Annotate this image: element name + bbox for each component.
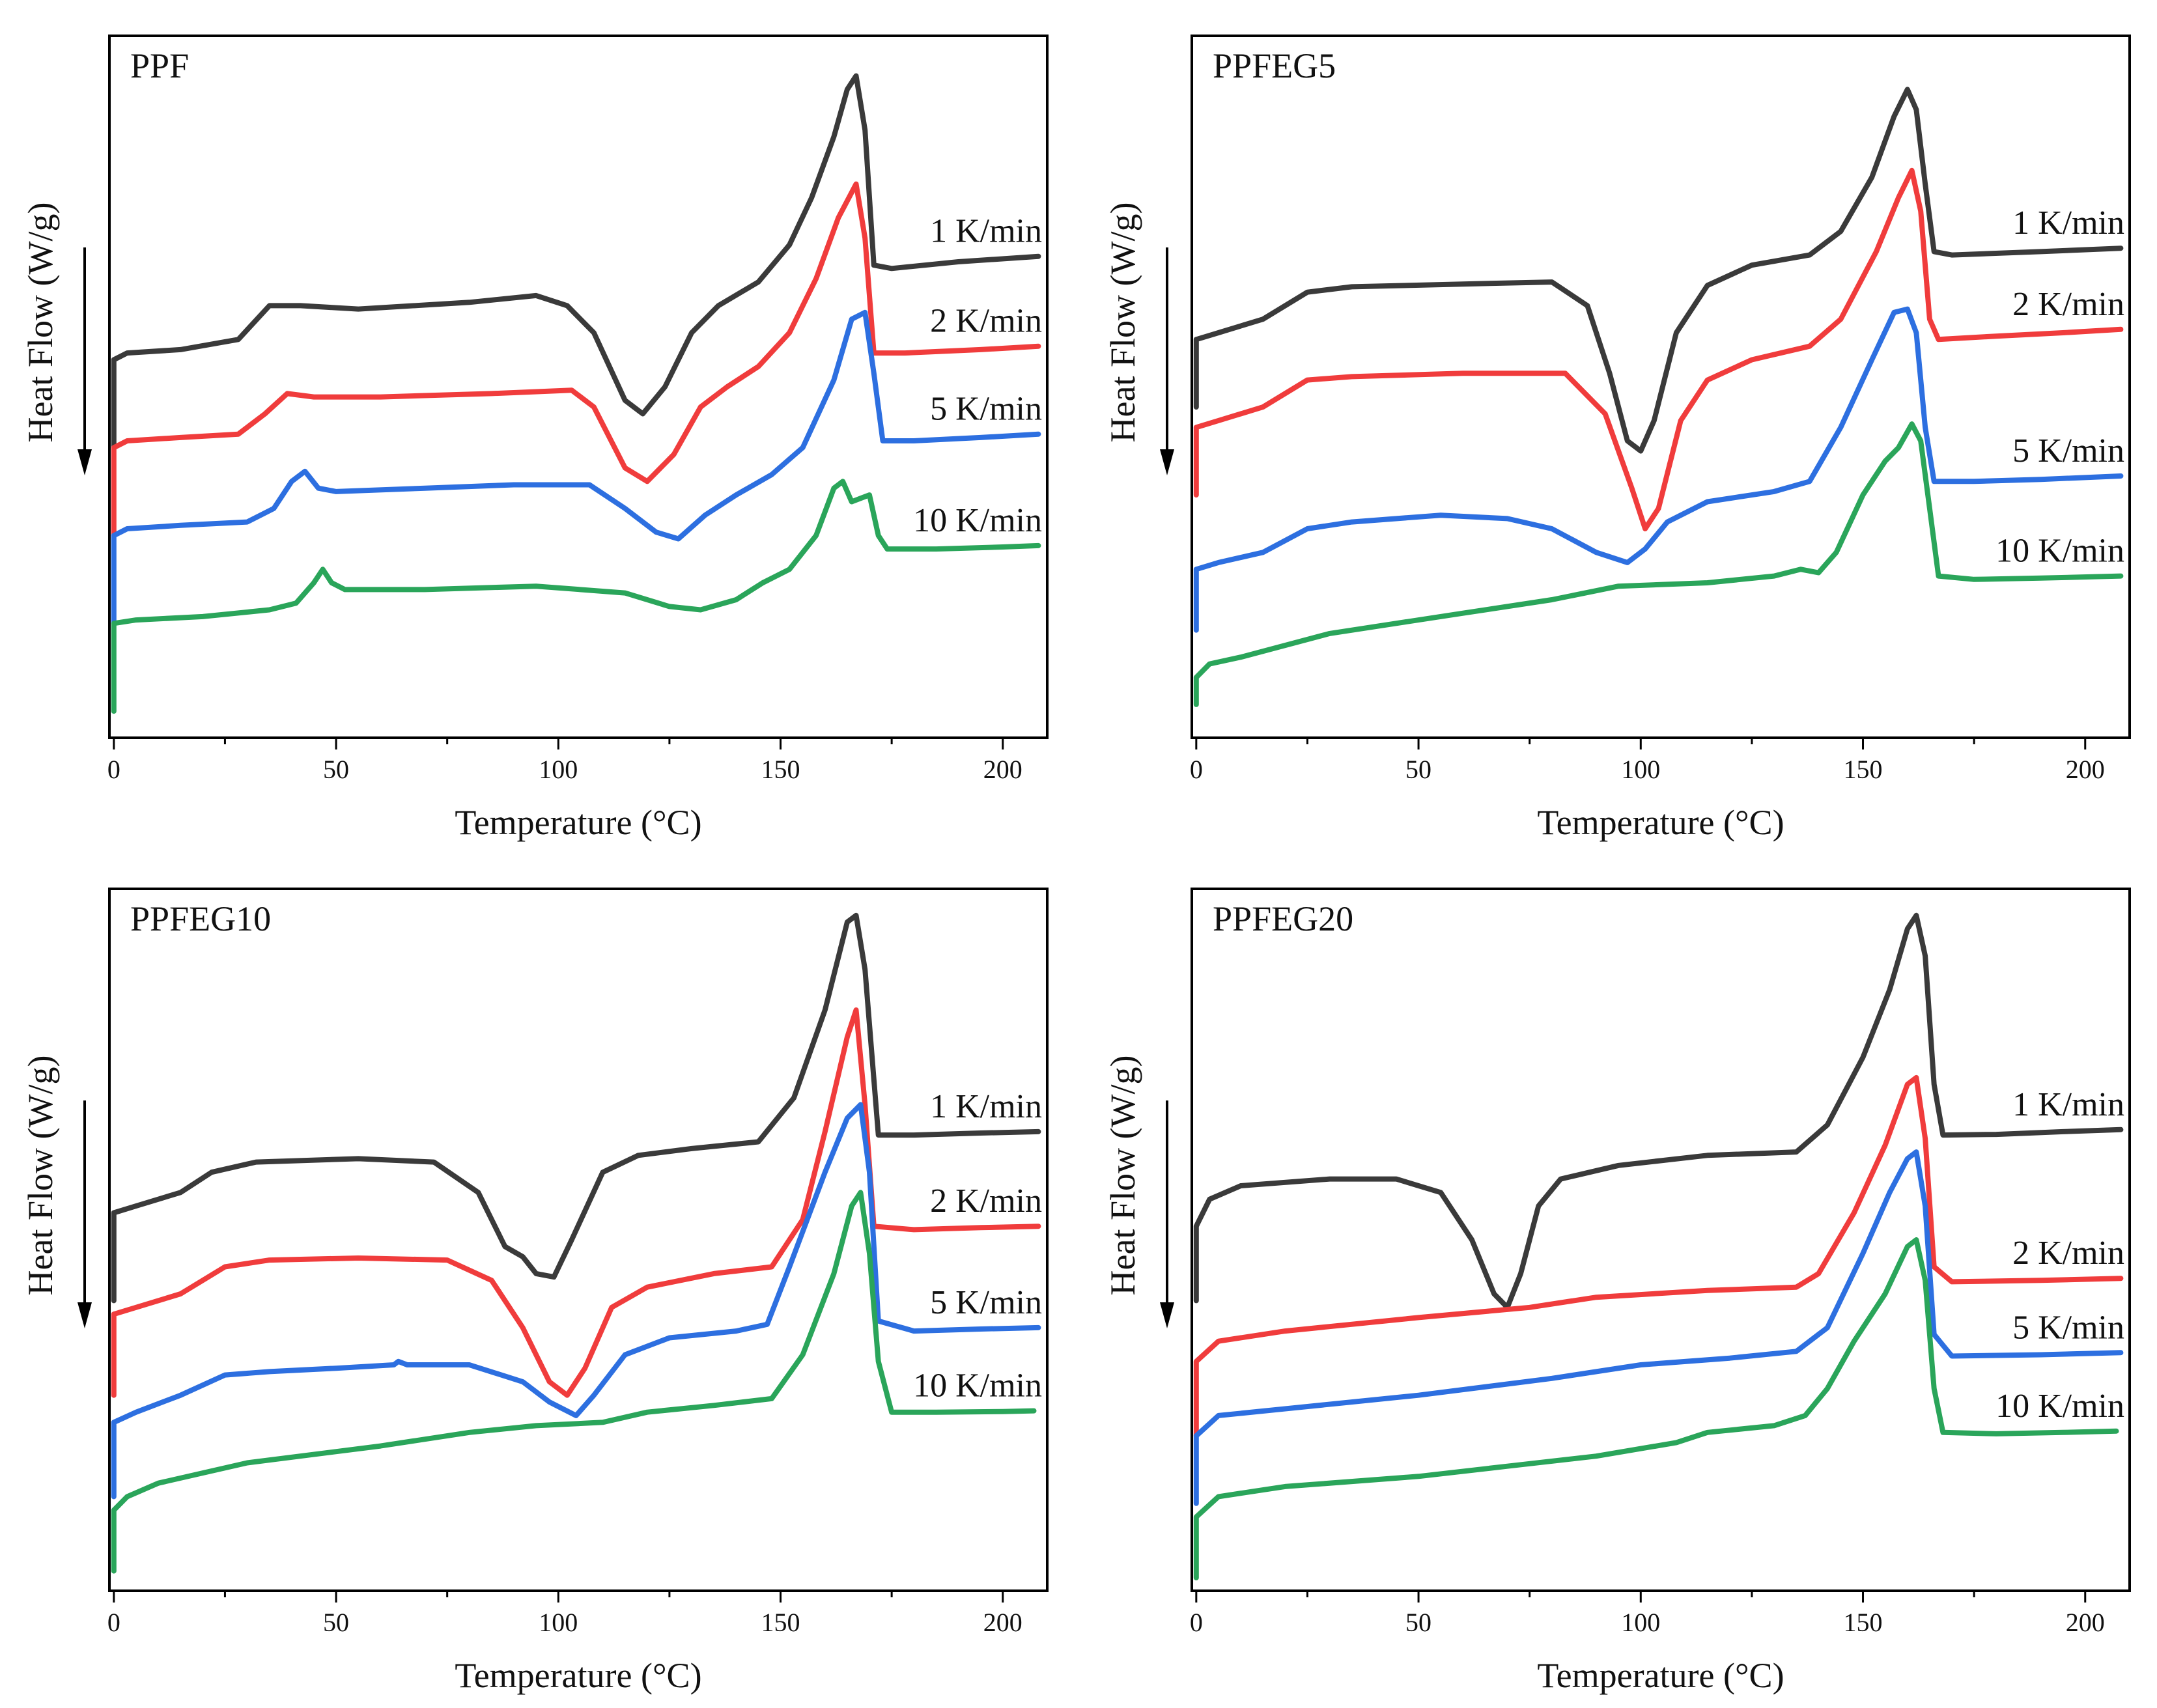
x-tick-label: 50 (323, 755, 349, 784)
series-label-10-k-min: 10 K/min (1995, 1388, 2124, 1425)
series-label-2-k-min: 2 K/min (930, 303, 1042, 340)
series-label-5-k-min: 5 K/min (930, 391, 1042, 428)
x-tick-label: 0 (107, 755, 120, 784)
x-tick-label: 0 (1190, 755, 1203, 784)
x-tick-label: 100 (539, 755, 578, 784)
x-tick-label: 100 (539, 1608, 578, 1637)
panel-title: PPFEG10 (130, 899, 271, 938)
x-tick-label: 150 (1844, 1608, 1883, 1637)
series-label-1-k-min: 1 K/min (930, 213, 1042, 250)
series-line-10-k-min (111, 1190, 1037, 1574)
x-tick-label: 200 (983, 755, 1022, 784)
series-label-2-k-min: 2 K/min (2012, 1235, 2124, 1272)
series-line-10-k-min (1193, 421, 2124, 707)
panel-ppfeg10: 0 50 100 150 200 Temperature (°C) Heat Flow (W… (21, 888, 1049, 1695)
series-label-1-k-min: 1 K/min (930, 1088, 1042, 1125)
series-line-5-k-min (1193, 306, 2124, 633)
series-label-10-k-min: 10 K/min (913, 502, 1042, 539)
series-label-10-k-min: 10 K/min (1995, 533, 2124, 570)
series-line-5-k-min (1193, 1149, 2124, 1506)
x-tick-label: 100 (1621, 755, 1660, 784)
series-label-5-k-min: 5 K/min (2012, 1309, 2124, 1346)
panel-ppf: 0 50 100 150 200 Temperature (°C) Heat Flow (W… (21, 35, 1049, 842)
x-axis-label: Temperature (°C) (1537, 803, 1784, 842)
x-axis-label: Temperature (°C) (455, 1656, 701, 1695)
x-tick-label: 50 (1405, 1608, 1431, 1637)
plot-frame (108, 35, 1049, 739)
series-label-1-k-min: 1 K/min (2012, 204, 2124, 242)
series-line-1-k-min (111, 912, 1041, 1304)
series-line-1-k-min (1193, 87, 2124, 454)
x-tick-label: 100 (1621, 1608, 1660, 1637)
series-line-5-k-min (111, 309, 1041, 626)
series-label-10-k-min: 10 K/min (913, 1367, 1042, 1405)
x-tick-label: 50 (1405, 755, 1431, 784)
x-axis-label: Temperature (°C) (455, 803, 701, 842)
series-line-1-k-min (111, 73, 1041, 451)
panel-ppfeg5: 0 50 100 150 200 Temperature (°C) Heat Flow (W… (1103, 35, 2131, 842)
panel-title: PPFEG20 (1213, 899, 1353, 938)
y-axis-label: Heat Flow (W/g) (1103, 203, 1142, 443)
x-tick-label: 200 (983, 1608, 1022, 1637)
x-tick-label: 0 (1190, 1608, 1203, 1637)
series-label-2-k-min: 2 K/min (930, 1183, 1042, 1220)
x-tick-label: 150 (1844, 755, 1883, 784)
plot-frame (1191, 35, 2131, 739)
x-tick-label: 150 (761, 1608, 800, 1637)
panel-title: PPFEG5 (1213, 46, 1336, 85)
series-line-2-k-min (111, 1007, 1041, 1398)
series-line-10-k-min (111, 479, 1041, 714)
arrowhead-icon (78, 1302, 92, 1328)
x-tick-label: 150 (761, 755, 800, 784)
y-axis-label: Heat Flow (W/g) (1103, 1056, 1142, 1296)
x-tick-label: 200 (2066, 1608, 2105, 1637)
series-line-5-k-min (111, 1102, 1041, 1500)
series-line-2-k-min (1193, 167, 2124, 531)
series-label-1-k-min: 1 K/min (2012, 1086, 2124, 1123)
plot-frame (108, 888, 1049, 1592)
series-label-2-k-min: 2 K/min (2012, 286, 2124, 323)
series-line-2-k-min (1193, 1074, 2124, 1438)
series-label-5-k-min: 5 K/min (930, 1284, 1042, 1321)
panel-title: PPF (130, 46, 189, 85)
arrowhead-icon (1160, 449, 1174, 475)
series-label-5-k-min: 5 K/min (2012, 432, 2124, 469)
plot-frame (1191, 888, 2131, 1592)
x-tick-label: 200 (2066, 755, 2105, 784)
series-line-1-k-min (1193, 912, 2124, 1310)
arrowhead-icon (1160, 1302, 1174, 1328)
x-tick-label: 0 (107, 1608, 120, 1637)
panel-ppfeg20: 0 50 100 150 200 Temperature (°C) Heat Flow (W… (1103, 888, 2131, 1695)
y-axis-label: Heat Flow (W/g) (21, 1056, 60, 1296)
series-line-2-k-min (111, 181, 1041, 539)
x-tick-label: 50 (323, 1608, 349, 1637)
series-line-10-k-min (1193, 1237, 2119, 1580)
y-axis-label: Heat Flow (W/g) (21, 203, 60, 443)
arrowhead-icon (78, 449, 92, 475)
x-axis-label: Temperature (°C) (1537, 1656, 1784, 1695)
